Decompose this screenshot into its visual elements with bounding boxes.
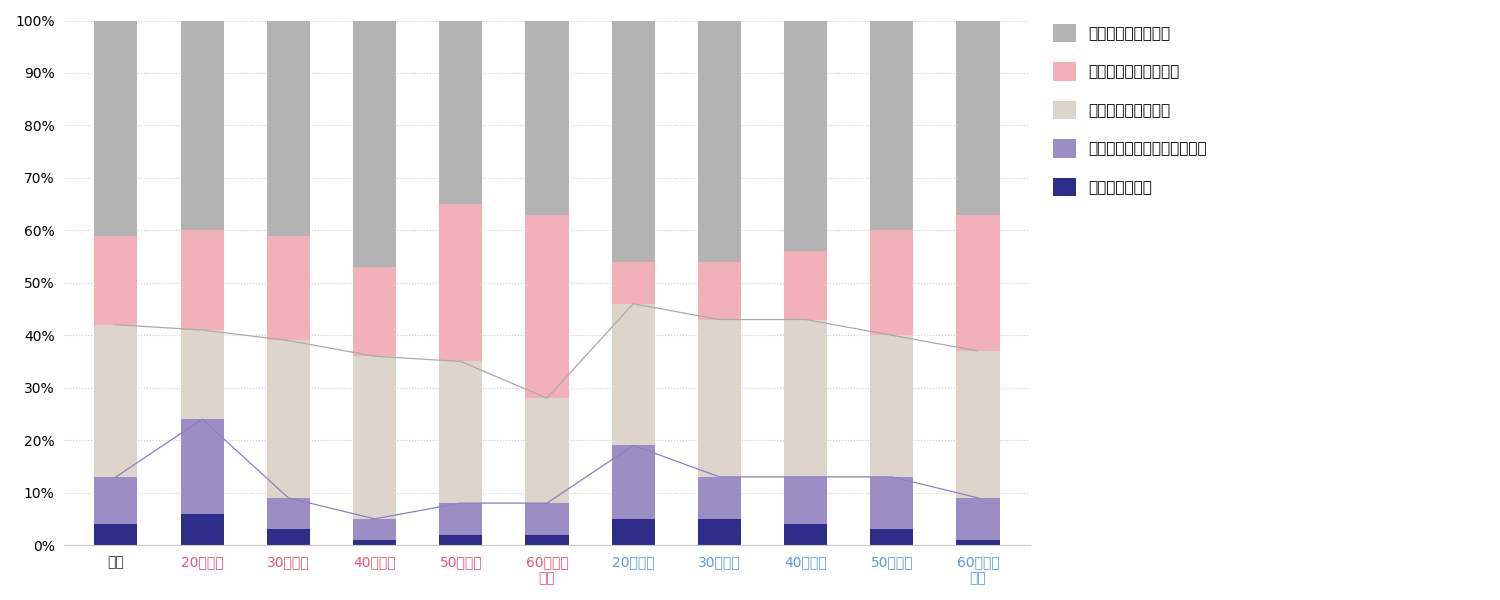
Bar (784, 320, 826, 477)
Bar (957, 540, 999, 545)
Bar (94, 477, 138, 524)
Bar (180, 230, 224, 330)
Bar (525, 398, 568, 503)
Bar (352, 267, 396, 356)
Bar (698, 320, 741, 477)
Bar (612, 20, 654, 262)
Bar (870, 477, 913, 529)
Bar (267, 20, 310, 236)
Bar (352, 540, 396, 545)
Bar (870, 335, 913, 477)
Bar (870, 529, 913, 545)
Bar (957, 20, 999, 215)
Bar (698, 477, 741, 519)
Bar (612, 519, 654, 545)
Bar (698, 262, 741, 320)
Bar (784, 477, 826, 524)
Bar (525, 535, 568, 545)
Bar (440, 535, 483, 545)
Bar (180, 20, 224, 230)
Bar (180, 330, 224, 419)
Legend: 全く利用したくない, あまり利用したくない, どちらとも言えない, どちらかと言えば利用したい, ぜひ利用したい: 全く利用したくない, あまり利用したくない, どちらとも言えない, どちらかと言… (1047, 17, 1214, 203)
Bar (784, 251, 826, 320)
Bar (267, 236, 310, 340)
Bar (870, 230, 913, 335)
Bar (784, 20, 826, 251)
Bar (698, 519, 741, 545)
Bar (352, 20, 396, 267)
Bar (94, 325, 138, 477)
Bar (612, 304, 654, 445)
Bar (94, 524, 138, 545)
Bar (525, 20, 568, 215)
Bar (612, 445, 654, 519)
Bar (784, 524, 826, 545)
Bar (698, 20, 741, 262)
Bar (957, 215, 999, 351)
Bar (352, 519, 396, 540)
Bar (180, 419, 224, 514)
Bar (870, 20, 913, 230)
Bar (440, 204, 483, 361)
Bar (180, 514, 224, 545)
Bar (267, 498, 310, 529)
Bar (440, 20, 483, 204)
Bar (440, 503, 483, 535)
Bar (612, 262, 654, 304)
Bar (267, 340, 310, 498)
Bar (525, 215, 568, 398)
Bar (352, 356, 396, 519)
Bar (525, 503, 568, 535)
Bar (94, 20, 138, 236)
Bar (957, 498, 999, 540)
Bar (94, 236, 138, 325)
Bar (440, 361, 483, 503)
Bar (267, 529, 310, 545)
Bar (957, 351, 999, 498)
